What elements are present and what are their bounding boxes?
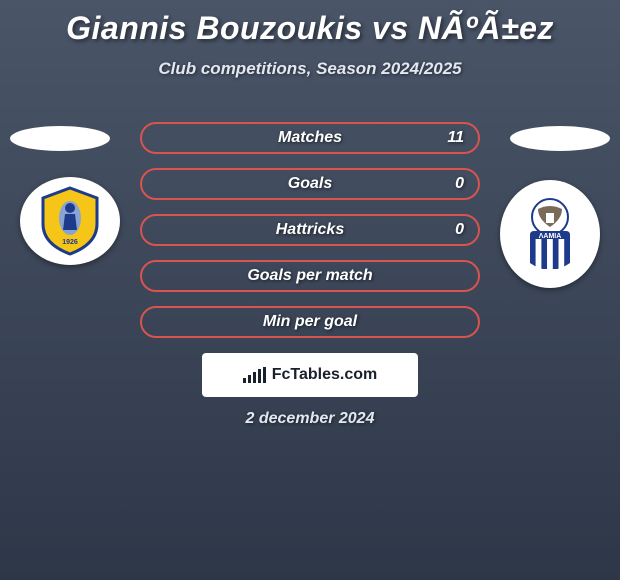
player-placeholder-left bbox=[10, 126, 110, 151]
lamia-crest-icon: ΛΑΜΙΑ bbox=[510, 189, 590, 279]
stat-row-hattricks: Hattricks 0 bbox=[140, 214, 480, 246]
date-label: 2 december 2024 bbox=[0, 410, 620, 428]
stat-label: Goals per match bbox=[247, 267, 372, 285]
stat-label: Matches bbox=[278, 129, 342, 147]
subtitle: Club competitions, Season 2024/2025 bbox=[0, 59, 620, 79]
stat-row-min-per-goal: Min per goal bbox=[140, 306, 480, 338]
stat-value: 11 bbox=[447, 129, 464, 147]
stat-row-goals: Goals 0 bbox=[140, 168, 480, 200]
stat-value: 0 bbox=[455, 221, 464, 239]
svg-text:ΛΑΜΙΑ: ΛΑΜΙΑ bbox=[539, 233, 562, 240]
stat-row-matches: Matches 11 bbox=[140, 122, 480, 154]
stat-label: Hattricks bbox=[276, 221, 344, 239]
fctables-watermark: FcTables.com bbox=[202, 353, 418, 397]
club-badge-right: ΛΑΜΙΑ bbox=[500, 180, 600, 288]
panetolikos-crest-icon: 1926 bbox=[35, 186, 105, 256]
chart-bars-icon bbox=[243, 367, 266, 383]
player-placeholder-right bbox=[510, 126, 610, 151]
stats-container: Matches 11 Goals 0 Hattricks 0 Goals per… bbox=[140, 122, 480, 352]
stat-label: Min per goal bbox=[263, 313, 357, 331]
fctables-label: FcTables.com bbox=[272, 366, 378, 384]
page-title: Giannis Bouzoukis vs NÃºÃ±ez bbox=[0, 0, 620, 47]
stat-label: Goals bbox=[288, 175, 332, 193]
stat-value: 0 bbox=[455, 175, 464, 193]
svg-text:1926: 1926 bbox=[62, 239, 78, 246]
club-badge-left: 1926 bbox=[20, 177, 120, 265]
stat-row-goals-per-match: Goals per match bbox=[140, 260, 480, 292]
